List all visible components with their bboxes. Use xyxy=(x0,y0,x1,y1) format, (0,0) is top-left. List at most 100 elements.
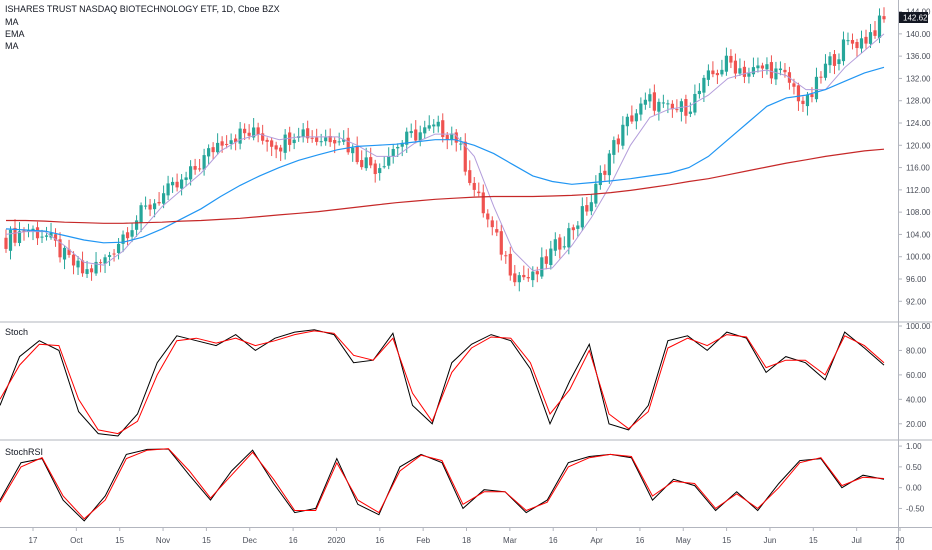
stochrsi-axis-tick-label: -0.50 xyxy=(906,504,925,513)
candle-body xyxy=(648,94,652,102)
candle-body xyxy=(540,257,544,277)
candle-body xyxy=(85,269,89,274)
candle-body xyxy=(526,277,530,279)
candle-body xyxy=(715,73,720,76)
stochrsi-pane-title[interactable]: StochRSI xyxy=(5,447,43,457)
candle-body xyxy=(747,73,751,77)
candle-body xyxy=(211,147,215,153)
candle-body xyxy=(202,155,206,170)
candle-body xyxy=(391,148,395,156)
candle-body xyxy=(121,234,125,244)
candle-body xyxy=(378,168,382,174)
time-axis-tick-label: 16 xyxy=(289,536,298,545)
candle-body xyxy=(256,127,260,135)
candle-body xyxy=(616,138,620,145)
candle-body xyxy=(688,111,692,114)
candle-body xyxy=(337,141,341,143)
indicator-label-ema[interactable]: EMA xyxy=(5,29,25,39)
candle-body xyxy=(355,146,359,163)
time-axis-tick-label: Jun xyxy=(763,536,776,545)
candle-body xyxy=(261,133,265,141)
candle-body xyxy=(400,142,404,147)
candle-body xyxy=(742,66,747,77)
price-axis-tick-label: 136.00 xyxy=(906,52,931,61)
candle-body xyxy=(679,101,683,112)
candle-body xyxy=(364,157,368,169)
candle-body xyxy=(405,131,409,145)
candle-body xyxy=(639,103,643,115)
stoch-axis-tick-label: 40.00 xyxy=(906,395,927,404)
last-price-label: 142.62 xyxy=(903,14,928,23)
price-axis-tick-label: 100.00 xyxy=(906,253,931,262)
candle-body xyxy=(270,140,274,147)
indicator-label-ma-2[interactable]: MA xyxy=(5,41,19,51)
price-axis-tick-label: 108.00 xyxy=(906,208,931,217)
candle-body xyxy=(71,254,76,266)
time-axis-tick-label: 15 xyxy=(809,536,818,545)
candle-body xyxy=(738,68,742,74)
candle-body xyxy=(13,227,17,243)
candle-body xyxy=(360,160,364,168)
time-axis-tick-label: Jul xyxy=(852,536,862,545)
candle-body xyxy=(670,103,674,110)
candle-body xyxy=(148,204,152,210)
candle-body xyxy=(598,172,602,186)
candle-body xyxy=(589,202,593,212)
candle-body xyxy=(157,201,161,204)
time-axis-tick-label: Oct xyxy=(70,536,83,545)
time-axis-tick-label: 18 xyxy=(462,536,471,545)
candle-body xyxy=(184,177,188,180)
candle-body xyxy=(868,32,873,44)
candle-body xyxy=(810,94,814,98)
candle-body xyxy=(432,124,436,127)
candle-body xyxy=(585,205,589,212)
candle-body xyxy=(576,225,580,229)
candle-body xyxy=(76,260,80,268)
candle-body xyxy=(490,220,494,228)
candle-body xyxy=(315,137,319,142)
candle-body xyxy=(427,125,431,129)
candle-body xyxy=(229,140,233,144)
candle-body xyxy=(702,77,706,93)
stoch-pane-title[interactable]: Stoch xyxy=(5,327,28,337)
candle-body xyxy=(301,129,305,137)
candle-body xyxy=(756,65,760,69)
candle-body xyxy=(729,55,733,63)
candle-body xyxy=(216,142,220,153)
candle-body xyxy=(733,60,738,74)
indicator-label-ma[interactable]: MA xyxy=(5,17,19,27)
candle-body xyxy=(805,94,810,107)
candle-body xyxy=(193,166,197,170)
time-axis-tick-label: Nov xyxy=(156,536,170,545)
candle-body xyxy=(544,256,548,264)
candle-body xyxy=(531,271,535,281)
stoch-axis-tick-label: 100.00 xyxy=(906,322,931,331)
candle-body xyxy=(459,143,463,145)
candle-body xyxy=(139,205,143,223)
ma-fast-line xyxy=(5,33,885,272)
candle-body xyxy=(53,234,58,241)
candle-body xyxy=(247,132,251,136)
candle-body xyxy=(877,15,882,38)
candle-body xyxy=(765,64,769,70)
candle-body xyxy=(373,163,377,175)
candle-body xyxy=(369,157,373,166)
candle-body xyxy=(472,182,476,190)
stochrsi-axis-tick-label: 0.50 xyxy=(906,463,922,472)
time-axis-tick-label: 16 xyxy=(635,536,644,545)
candle-body xyxy=(414,129,418,141)
candle-body xyxy=(558,237,562,250)
candle-body xyxy=(873,30,877,36)
candle-body xyxy=(62,247,67,260)
candle-body xyxy=(841,39,846,62)
candle-body xyxy=(882,16,886,20)
candle-body xyxy=(112,253,116,255)
candle-body xyxy=(864,36,868,44)
candle-body xyxy=(603,170,607,175)
candle-body xyxy=(382,166,386,168)
candle-body xyxy=(166,183,170,196)
candle-body xyxy=(116,243,121,254)
time-axis-tick-label: May xyxy=(676,536,691,545)
